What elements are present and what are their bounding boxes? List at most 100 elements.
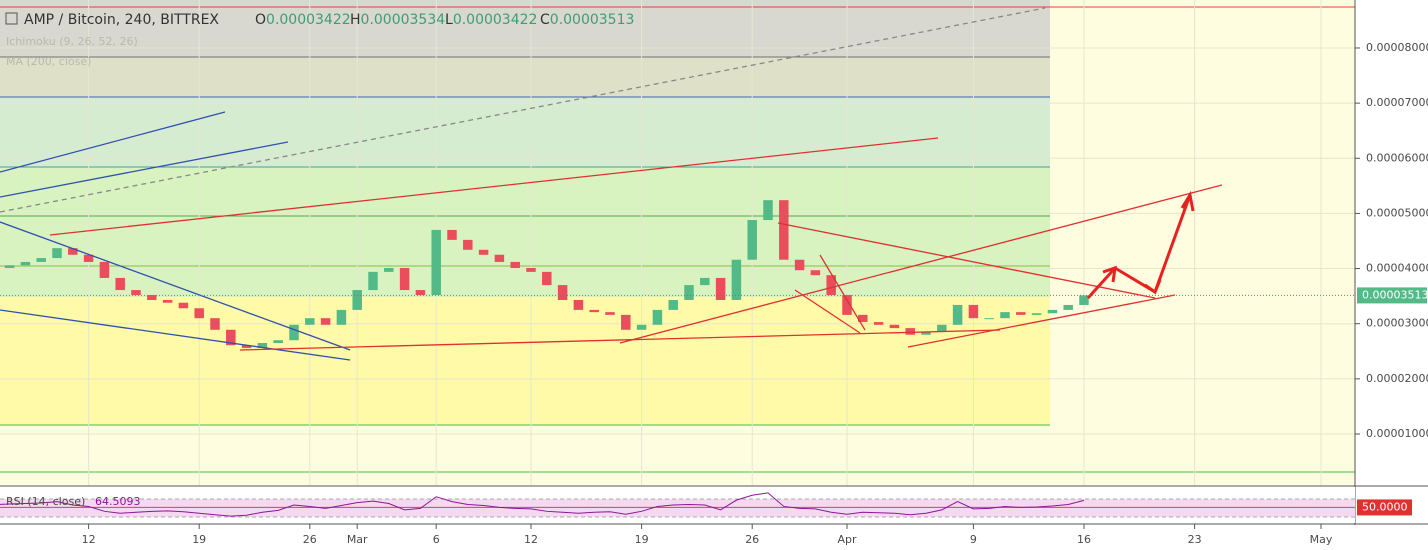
price-axis xyxy=(1355,0,1428,550)
x-tick-label: 12 xyxy=(524,533,538,546)
candle xyxy=(858,314,868,323)
candle xyxy=(494,254,505,262)
y-tick-label: 0.00001000 xyxy=(1366,427,1428,440)
candle xyxy=(273,340,283,344)
candle xyxy=(636,324,647,330)
candle xyxy=(952,304,963,325)
candle xyxy=(131,290,141,296)
rsi-line xyxy=(0,492,1085,517)
fib-band xyxy=(0,167,1050,297)
fib-band xyxy=(0,297,1050,425)
candle xyxy=(573,299,584,310)
candle xyxy=(115,277,125,291)
candle xyxy=(1016,312,1026,315)
ohlc-item: C0.00003513 xyxy=(540,12,634,28)
candle xyxy=(794,259,805,271)
candle xyxy=(447,229,457,240)
candle xyxy=(162,299,173,303)
candle xyxy=(336,309,347,325)
rsi-value: 64.5093 xyxy=(95,495,141,508)
price-marks xyxy=(4,200,1089,348)
ohlc-item: O0.00003422 xyxy=(255,12,351,28)
candle xyxy=(257,343,268,348)
x-tick-label: 26 xyxy=(745,533,759,546)
candle xyxy=(1031,313,1042,315)
x-tick-label: May xyxy=(1310,533,1333,546)
x-tick-label: Apr xyxy=(837,533,857,546)
candle xyxy=(968,304,979,319)
x-tick-label: 19 xyxy=(635,533,649,546)
fib-lines xyxy=(0,6,1355,473)
candle xyxy=(763,200,773,221)
indicator-label: Ichimoku (9, 26, 52, 26) xyxy=(6,35,138,48)
candle xyxy=(605,312,615,315)
x-tick-label: 6 xyxy=(433,533,440,546)
candle xyxy=(289,324,299,341)
candle xyxy=(810,270,821,276)
candle xyxy=(384,268,394,272)
candle xyxy=(542,271,552,286)
candle xyxy=(399,268,410,291)
candle xyxy=(889,324,900,329)
x-tick-label: 12 xyxy=(82,533,96,546)
ohlc-value: 0.00003422 xyxy=(453,12,538,28)
candle xyxy=(210,318,220,330)
ohlc-value: 0.00003513 xyxy=(550,12,635,28)
candle xyxy=(779,200,789,260)
ohlc-key: H xyxy=(350,12,361,28)
candle xyxy=(526,268,536,272)
ohlc-item: H0.00003534 xyxy=(350,12,445,28)
rsi-label: RSI (14, close) xyxy=(6,495,85,508)
y-tick-label: 0.00006000 xyxy=(1366,151,1428,164)
x-tick-label: 16 xyxy=(1077,533,1091,546)
y-tick-label: 0.00004000 xyxy=(1366,262,1428,275)
candle xyxy=(463,239,473,250)
candle xyxy=(557,285,568,300)
candle xyxy=(937,324,947,332)
candle xyxy=(147,295,157,300)
rsi-band xyxy=(0,499,1355,517)
x-axis: 12 19 26 Mar 6 12 19 26 Apr 9 16 23 May xyxy=(82,524,1333,546)
candle xyxy=(1079,295,1089,305)
ohlc-value: 0.00003422 xyxy=(266,12,351,28)
y-tick-label: 0.00003000 xyxy=(1366,317,1428,330)
candle xyxy=(921,331,931,335)
candle xyxy=(589,309,599,313)
y-tick-label: 0.00005000 xyxy=(1366,206,1428,219)
candle xyxy=(4,265,15,269)
candle xyxy=(715,277,726,300)
y-tick-label: 0.00007000 xyxy=(1366,96,1428,109)
indicator-label: MA (200, close) xyxy=(6,55,91,68)
candle xyxy=(826,275,836,296)
collapse-icon[interactable] xyxy=(5,12,18,25)
x-tick-label: 19 xyxy=(192,533,206,546)
candle xyxy=(984,318,994,320)
ohlc-key: O xyxy=(255,12,266,28)
candle xyxy=(68,248,78,255)
y-tick-label: 0.00002000 xyxy=(1366,372,1428,385)
candle xyxy=(241,345,252,348)
candle xyxy=(352,290,362,310)
y-tick-label: 0.00008000 xyxy=(1366,41,1428,54)
rsi-level-label: 50.0000 xyxy=(1362,500,1408,513)
rsi-level-tag xyxy=(1357,499,1412,516)
candle xyxy=(684,285,694,300)
candle xyxy=(305,318,315,325)
ohlc-key: C xyxy=(540,12,550,28)
candle xyxy=(415,290,426,296)
candle xyxy=(510,261,520,269)
symbol-title: AMP / Bitcoin, 240, BITTREX xyxy=(24,12,219,28)
ohlc-item: L0.00003422 xyxy=(445,12,537,28)
candle xyxy=(83,254,94,262)
candle xyxy=(700,277,710,286)
x-tick-label: 9 xyxy=(970,533,977,546)
candle xyxy=(668,299,678,310)
ohlc-value: 0.00003534 xyxy=(361,12,446,28)
fib-band xyxy=(0,57,1050,97)
x-tick-label: Mar xyxy=(347,533,368,546)
candle xyxy=(36,258,46,262)
candle xyxy=(194,308,204,319)
candle xyxy=(873,322,884,325)
ohlc-key: L xyxy=(445,12,453,28)
